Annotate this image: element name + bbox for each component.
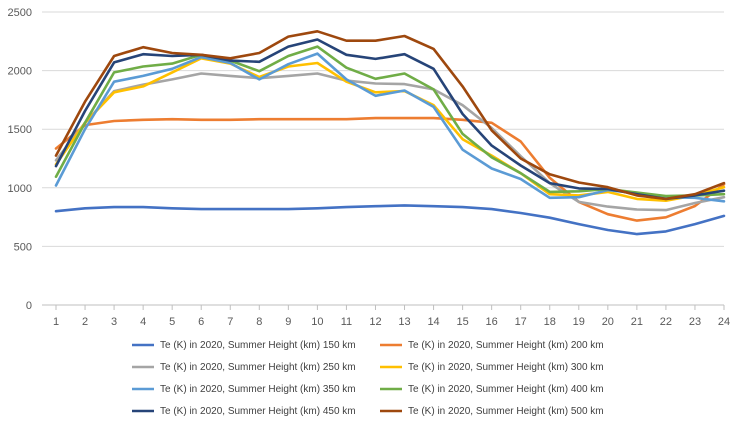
legend-label: Te (K) in 2020, Summer Height (km) 150 k… — [160, 340, 356, 351]
x-tick-label: 7 — [227, 316, 233, 328]
legend-label: Te (K) in 2020, Summer Height (km) 500 k… — [408, 406, 604, 417]
gridlines — [42, 11, 724, 306]
x-tick-label: 9 — [285, 316, 291, 328]
legend-label: Te (K) in 2020, Summer Height (km) 300 k… — [408, 362, 604, 373]
x-tick-label: 19 — [573, 316, 585, 328]
x-tick-label: 14 — [427, 316, 439, 328]
series-line-2 — [54, 116, 726, 222]
x-tick-label: 11 — [341, 316, 352, 328]
series-lines — [54, 29, 726, 236]
x-tick-label: 18 — [544, 316, 556, 328]
x-tick-label: 16 — [486, 316, 498, 328]
y-tick-label: 0 — [26, 300, 32, 312]
legend-label: Te (K) in 2020, Summer Height (km) 200 k… — [408, 340, 604, 351]
series-line-3 — [54, 72, 726, 212]
series-line-4 — [54, 56, 726, 202]
x-tick-label: 5 — [169, 316, 175, 328]
x-tick-label: 6 — [198, 316, 204, 328]
x-tick-label: 15 — [456, 316, 468, 328]
x-tick-label: 13 — [398, 316, 410, 328]
y-tick-label: 1500 — [8, 124, 32, 136]
y-tick-label: 500 — [14, 241, 32, 253]
x-tick-label: 12 — [369, 316, 381, 328]
x-tick-label: 24 — [718, 316, 730, 328]
series-line-6 — [54, 45, 726, 198]
x-tick-label: 22 — [660, 316, 672, 328]
y-tick-label: 2500 — [8, 7, 32, 19]
x-tick-label: 21 — [631, 316, 643, 328]
x-tick-label: 3 — [111, 316, 117, 328]
legend-label: Te (K) in 2020, Summer Height (km) 250 k… — [160, 362, 356, 373]
x-tick-label: 4 — [140, 316, 146, 328]
x-tick-label: 8 — [256, 316, 262, 328]
x-tick-label: 10 — [311, 316, 323, 328]
legend-label: Te (K) in 2020, Summer Height (km) 350 k… — [160, 384, 356, 395]
legend-label: Te (K) in 2020, Summer Height (km) 450 k… — [160, 406, 356, 417]
legend-label: Te (K) in 2020, Summer Height (km) 400 k… — [408, 384, 604, 395]
x-tick-label: 23 — [689, 316, 701, 328]
x-tick-label: 2 — [82, 316, 88, 328]
x-tick-label: 1 — [53, 316, 59, 328]
y-tick-label: 2000 — [8, 66, 32, 78]
x-tick-label: 20 — [602, 316, 614, 328]
series-line-1 — [54, 204, 726, 236]
legend: Te (K) in 2020, Summer Height (km) 150 k… — [132, 340, 604, 417]
series-line-8 — [54, 29, 726, 201]
y-tick-label: 1000 — [8, 183, 32, 195]
x-tick-label: 17 — [515, 316, 527, 328]
